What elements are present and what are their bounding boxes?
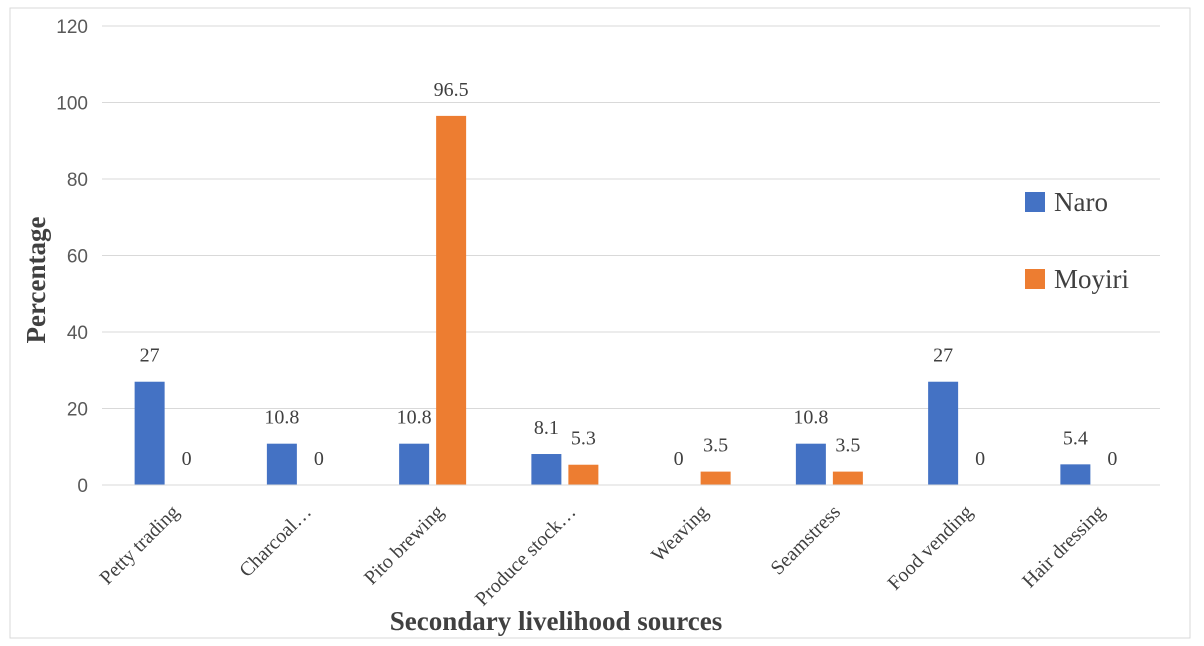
x-axis-title: Secondary livelihood sources <box>390 606 723 636</box>
legend-label-naro: Naro <box>1054 187 1108 217</box>
data-label-moyiri: 96.5 <box>434 79 469 101</box>
x-tick-label: Produce stock… <box>471 501 580 610</box>
x-tick-label: Weaving <box>647 501 712 566</box>
x-tick-label: Hair dressing <box>1018 501 1109 592</box>
bars <box>134 115 1091 485</box>
data-label-moyiri: 0 <box>1107 448 1117 470</box>
data-label-naro: 27 <box>140 345 160 367</box>
x-tick-label: Charcoal… <box>235 501 316 582</box>
data-label-moyiri: 0 <box>182 448 192 470</box>
y-tick-label: 80 <box>67 170 88 191</box>
bar-naro <box>795 443 826 485</box>
data-label-moyiri: 3.5 <box>835 435 860 457</box>
bar-moyiri <box>700 471 731 485</box>
bar-naro <box>134 381 165 485</box>
bar-moyiri <box>436 115 467 485</box>
bar-naro <box>399 443 430 485</box>
bar-moyiri <box>568 464 599 485</box>
data-label-naro: 0 <box>674 448 684 470</box>
data-label-moyiri: 0 <box>314 448 324 470</box>
bar-moyiri <box>832 471 863 485</box>
gridlines <box>102 25 1160 409</box>
data-label-naro: 5.4 <box>1063 427 1088 449</box>
y-tick-label: 40 <box>67 323 88 344</box>
bar-naro <box>928 381 959 485</box>
chart-border <box>9 7 1191 639</box>
y-tick-label: 20 <box>67 400 88 421</box>
data-label-naro: 27 <box>933 345 953 367</box>
x-tick-label: Food vending <box>883 501 977 595</box>
bar-naro <box>1060 464 1091 485</box>
data-label-naro: 10.8 <box>793 407 828 429</box>
bar-naro <box>531 454 562 485</box>
x-tick-label: Pito brewing <box>360 501 448 589</box>
legend-swatch-moyiri <box>1025 269 1045 289</box>
data-label-moyiri: 3.5 <box>703 435 728 457</box>
data-label-naro: 8.1 <box>534 417 559 439</box>
y-tick-label: 0 <box>77 476 88 497</box>
x-tick-label: Seamstress <box>766 501 845 580</box>
legend-swatch-naro <box>1025 192 1045 212</box>
data-label-naro: 10.8 <box>397 407 432 429</box>
legend: Naro Moyiri <box>1025 187 1129 294</box>
y-tick-label: 120 <box>56 17 88 38</box>
bar-naro <box>266 443 297 485</box>
data-label-moyiri: 5.3 <box>571 428 596 450</box>
legend-label-moyiri: Moyiri <box>1054 264 1129 294</box>
data-label-moyiri: 0 <box>975 448 985 470</box>
data-label-naro: 10.8 <box>264 407 299 429</box>
data-labels: 27 0 10.8 0 10.8 96.5 8.1 5.3 0 3.5 10.8 3.5 27 0 5.4 0 <box>140 79 1118 470</box>
y-tick-label: 100 <box>56 94 88 115</box>
y-axis-title: Percentage <box>21 217 51 344</box>
y-axis-ticks: 0 20 40 60 80 100 120 <box>56 17 88 497</box>
x-tick-label: Petty trading <box>95 501 183 589</box>
y-tick-label: 60 <box>67 247 88 268</box>
x-axis-ticks: Petty trading Charcoal… Pito brewing Produc… <box>95 501 1109 611</box>
